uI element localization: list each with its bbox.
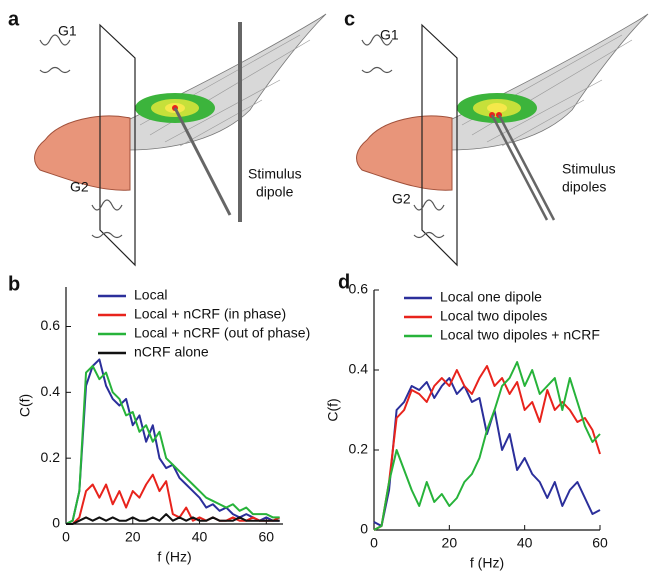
x-tick-label: 0: [62, 529, 70, 545]
x-tick-label: 20: [125, 529, 141, 545]
y-axis-label: C(f): [325, 398, 341, 421]
stimulus-label: dipole: [256, 184, 294, 200]
illustration: [33, 13, 327, 266]
panel-label: c: [344, 8, 355, 30]
dipole-rod: [490, 114, 549, 221]
legend-label: nCRF alone: [134, 344, 209, 360]
dipole-rod: [497, 114, 556, 221]
x-tick-label: 60: [592, 535, 608, 551]
stimulus-label: dipoles: [562, 179, 606, 195]
x-tick-label: 20: [442, 535, 458, 551]
electrode-label: G1: [380, 27, 399, 43]
panel-label: b: [8, 273, 20, 295]
series-line: [373, 365, 601, 531]
stimulus-label: Stimulus: [248, 166, 302, 182]
series-line: [65, 358, 280, 525]
electrode-label: G1: [58, 23, 77, 39]
y-tick-label: 0.6: [41, 317, 61, 333]
series-line: [66, 513, 280, 525]
dipole-rod: [173, 107, 232, 216]
y-tick-label: 0.4: [349, 361, 369, 377]
panel-label: d: [338, 271, 350, 293]
y-tick-label: 0: [52, 515, 60, 531]
charts: 0 0.2 0.4 0.6 0 20 40 60 f (Hz) C(f) b Local Local +…: [8, 271, 608, 570]
electrode-label: G2: [392, 191, 411, 207]
legend-label: Local: [134, 287, 167, 303]
y-tick-label: 0.2: [349, 441, 369, 457]
x-axis-label: f (Hz): [470, 555, 504, 571]
x-tick-label: 60: [259, 529, 275, 545]
y-tick-label: 0: [360, 521, 368, 537]
series-line: [65, 365, 280, 525]
x-tick-label: 0: [370, 535, 378, 551]
x-tick-label: 40: [517, 535, 533, 551]
x-tick-label: 40: [192, 529, 208, 545]
y-tick-label: 0.6: [349, 281, 369, 297]
legend-label: Local one dipole: [440, 289, 542, 305]
electrode-label: G2: [70, 179, 89, 195]
y-tick-label: 0.4: [41, 383, 61, 399]
panel-label: a: [8, 8, 20, 30]
series-line: [373, 361, 601, 531]
legend-label: Local two dipoles: [440, 308, 547, 324]
x-axis-label: f (Hz): [157, 549, 191, 565]
y-tick-label: 0.2: [41, 449, 61, 465]
illustration: [355, 13, 649, 266]
legend-label: Local two dipoles + nCRF: [440, 327, 600, 343]
legend-label: Local + nCRF (in phase): [134, 306, 286, 322]
series-line: [66, 473, 281, 525]
series-line: [373, 377, 601, 527]
stimulus-label: Stimulus: [562, 161, 616, 177]
y-axis-label: C(f): [17, 394, 33, 417]
legend-label: Local + nCRF (out of phase): [134, 325, 310, 341]
